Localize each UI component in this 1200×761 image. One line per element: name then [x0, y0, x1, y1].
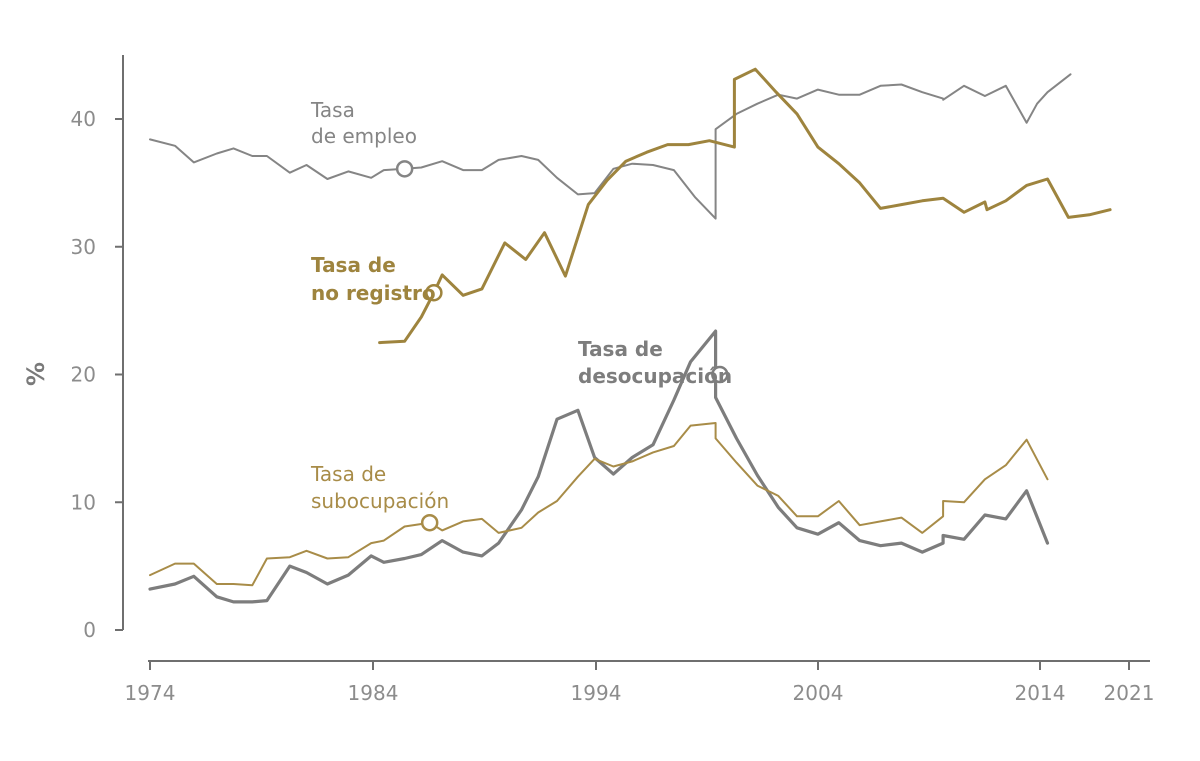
- series-marker-noregistro: [425, 283, 443, 302]
- series-label-noregistro: Tasa de: [311, 253, 396, 277]
- series-marker-empleo: [395, 160, 414, 178]
- x-tick-label: 1984: [348, 681, 399, 705]
- y-ticks: 0 10 20 30 40: [71, 107, 123, 642]
- x-tick-label: 2014: [1015, 681, 1066, 705]
- y-tick-label: 20: [71, 363, 96, 387]
- series-line-desocupacion: [148, 329, 1050, 604]
- series-marker-desocupacion: [711, 365, 729, 384]
- x-ticks: 1974 1984 1994 2004 2014 2021: [125, 661, 1155, 705]
- x-tick-label: 1974: [125, 681, 176, 705]
- y-tick-label: 30: [71, 235, 96, 259]
- series-label-subocupacion: subocupación: [311, 489, 449, 513]
- series-label-subocupacion: Tasa de: [310, 462, 386, 486]
- x-tick-label: 2004: [793, 681, 844, 705]
- x-tick-label: 2021: [1104, 681, 1155, 705]
- series-marker-subocupacion: [420, 513, 439, 532]
- y-axis-title: %: [22, 362, 50, 386]
- series-label-desocupacion: Tasa de: [578, 337, 663, 361]
- y-tick-label: 0: [83, 618, 96, 642]
- series-line-subocupacion: [149, 422, 1049, 587]
- series-line-empleo: [149, 73, 1072, 220]
- x-tick-label: 1994: [571, 681, 622, 705]
- series-line-noregistro: [378, 67, 1112, 345]
- series-label-empleo: Tasa: [310, 98, 355, 122]
- y-tick-label: 10: [71, 490, 96, 514]
- series-label-desocupacion: desocupación: [578, 364, 732, 388]
- y-axis: 0 10 20 30 40 %: [22, 55, 124, 642]
- x-axis: 1974 1984 1994 2004 2014 2021: [125, 660, 1155, 705]
- y-tick-label: 40: [71, 107, 96, 131]
- series-label-empleo: de empleo: [311, 124, 417, 148]
- series-layer: [148, 67, 1112, 604]
- series-label-noregistro: no registro: [311, 281, 436, 305]
